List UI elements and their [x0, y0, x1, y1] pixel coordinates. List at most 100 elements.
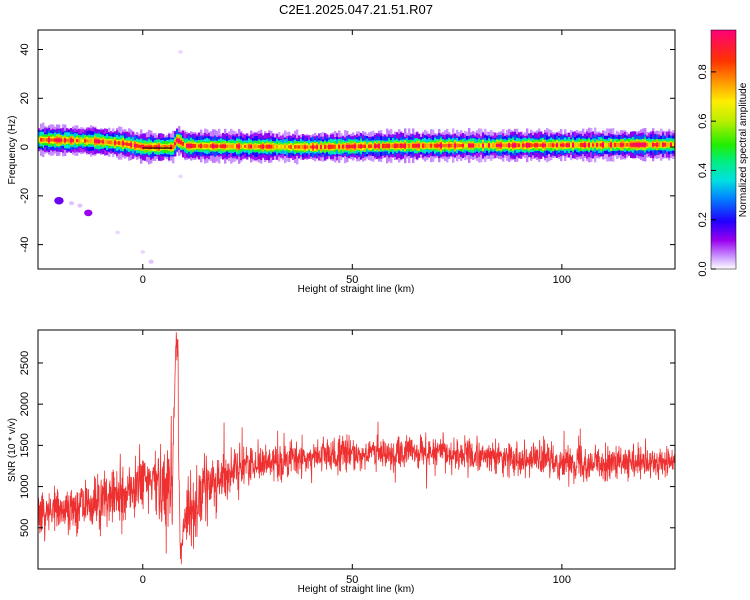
heatmap-cell	[168, 144, 171, 150]
heatmap-cell	[164, 144, 167, 150]
heatmap-cell	[88, 139, 91, 143]
heatmap-cell	[532, 143, 535, 147]
heatmap-cell	[564, 143, 567, 147]
heatmap-cell	[490, 143, 493, 148]
heatmap-cell	[314, 145, 317, 149]
heatmap-cell	[226, 144, 229, 148]
heatmap-cell	[388, 143, 391, 149]
snr-frame	[37, 329, 676, 570]
spectrogram-y-label: Frequency (Hz)	[7, 116, 18, 185]
heatmap-cell	[406, 143, 409, 148]
heatmap-cell	[296, 145, 299, 149]
heatmap-cell	[128, 143, 131, 146]
heatmap-cell	[438, 144, 441, 148]
spectrogram-y-ticks: -40 -20 0 20 40	[19, 43, 675, 253]
heatmap-cell	[294, 145, 297, 149]
heatmap-cell	[330, 144, 333, 149]
heatmap-cell	[654, 143, 657, 147]
x-tick-label: 50	[346, 574, 358, 586]
heatmap-cell	[72, 138, 75, 143]
heatmap-cell	[390, 144, 393, 148]
heatmap-cell	[286, 145, 289, 149]
heatmap-cell	[400, 143, 403, 148]
heatmap-cell	[604, 142, 607, 148]
heatmap-cell	[200, 143, 203, 149]
heatmap-cell	[342, 144, 345, 149]
heatmap-cell	[408, 143, 411, 148]
heatmap-cell	[426, 143, 429, 148]
heatmap-cell	[178, 174, 183, 179]
heatmap-cell	[482, 143, 485, 147]
heatmap-cell	[374, 144, 377, 149]
heatmap-cell	[396, 143, 399, 148]
heatmap-cell	[474, 143, 477, 148]
heatmap-cell	[290, 144, 293, 149]
heatmap-cell	[416, 143, 419, 148]
heatmap-cell	[148, 259, 154, 264]
spectrogram-panel: 0 50 100 -40 -20 0 20 40 Height of straight li…	[7, 29, 676, 295]
heatmap-cell	[222, 144, 225, 149]
heatmap-cell	[436, 143, 439, 148]
heatmap-cell	[216, 144, 219, 148]
heatmap-cell	[234, 144, 237, 149]
heatmap-cell	[452, 143, 455, 148]
heatmap-cell	[312, 145, 315, 149]
heatmap-cell	[166, 145, 169, 149]
heatmap-cell	[602, 142, 605, 148]
heatmap-cell	[68, 138, 71, 143]
heatmap-cell	[462, 144, 465, 148]
heatmap-cell	[414, 143, 417, 148]
heatmap-cell	[624, 142, 627, 147]
heatmap-cell	[402, 143, 405, 148]
heatmap-cell	[578, 143, 581, 147]
heatmap-cell	[648, 142, 651, 147]
heatmap-cell	[146, 145, 149, 149]
heatmap-cell	[46, 138, 49, 142]
heatmap-cell	[486, 143, 489, 148]
heatmap-cell	[594, 143, 597, 147]
heatmap-cell	[494, 143, 497, 148]
heatmap-cell	[188, 143, 191, 148]
heatmap-cell	[610, 142, 613, 147]
heatmap-cell	[560, 143, 563, 147]
heatmap-cell	[114, 140, 117, 145]
heatmap-cell	[310, 145, 313, 149]
heatmap-cell	[62, 138, 65, 143]
heatmap-cell	[360, 144, 363, 148]
spectrogram-heatmap	[38, 50, 675, 264]
heatmap-cell	[328, 144, 331, 149]
heatmap-cell	[666, 142, 669, 147]
colorbar-gradient	[711, 30, 736, 269]
heatmap-cell	[106, 140, 109, 144]
heatmap-cell	[616, 142, 619, 148]
heatmap-cell	[350, 144, 353, 149]
heatmap-cell	[552, 143, 555, 148]
heatmap-cell	[358, 144, 361, 149]
heatmap-cell	[268, 145, 271, 149]
heatmap-cell	[218, 144, 221, 148]
heatmap-cell	[638, 142, 641, 147]
heatmap-cell	[428, 143, 431, 148]
heatmap-cell	[304, 145, 307, 149]
heatmap-cell	[96, 139, 99, 144]
heatmap-cell	[658, 142, 661, 147]
heatmap-cell	[652, 142, 655, 147]
heatmap-cell	[116, 141, 119, 145]
heatmap-cell	[656, 142, 659, 147]
heatmap-cell	[502, 143, 505, 147]
heatmap-cell	[646, 142, 649, 147]
y-tick-label: 1500	[19, 433, 31, 457]
heatmap-cell	[504, 143, 507, 148]
colorbar-label: Normalized spectral amplitude	[738, 82, 749, 217]
colorbar-tick-label: 0.2	[697, 212, 709, 227]
heatmap-cell	[56, 138, 59, 142]
heatmap-cell	[506, 143, 509, 148]
heatmap-cell	[334, 144, 337, 149]
heatmap-cell	[130, 143, 133, 147]
heatmap-cell	[670, 143, 673, 147]
heatmap-cell	[384, 143, 387, 149]
heatmap-cell	[86, 139, 89, 143]
heatmap-cell	[98, 139, 101, 144]
heatmap-cell	[256, 144, 259, 149]
colorbar-tick-label: 0.6	[697, 114, 709, 129]
